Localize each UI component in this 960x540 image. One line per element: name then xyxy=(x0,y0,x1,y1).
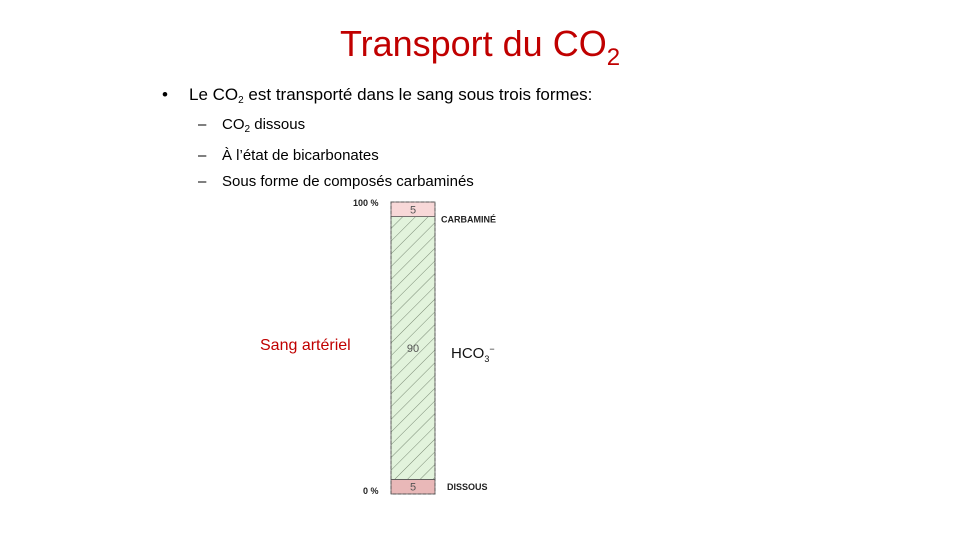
value-label-carbamine: 5 xyxy=(410,204,416,216)
sub-bullet-2: – À l’état de bicarbonates xyxy=(162,143,762,169)
sub-bullet-1-subscript: 2 xyxy=(244,124,251,135)
sub-bullet-1: – CO2 dissous xyxy=(162,112,762,143)
category-label-hco3: HCO3− xyxy=(451,344,495,364)
bullet-dot: • xyxy=(162,85,168,104)
sub-bullet-1-prefix: CO xyxy=(222,116,245,133)
stacked-bar-chart: 100 % 0 % 5 90 5 DISSOUS CARBAMINÉ HCO3− xyxy=(353,198,496,496)
bullet-list: • Le CO2 est transporté dans le sang sous… xyxy=(162,84,762,195)
hco3-main: HCO xyxy=(451,345,484,362)
category-label-carbamine: CARBAMINÉ xyxy=(441,215,496,225)
hco3-subscript: 3 xyxy=(484,354,489,364)
title-text: Transport du CO xyxy=(339,23,607,64)
bullet-subscript: 2 xyxy=(238,95,244,106)
bullet-text-before: Le CO xyxy=(189,85,239,104)
bullet-text-after: est transporté dans le sang sous trois f… xyxy=(243,85,593,104)
segment-hco3 xyxy=(390,216,436,480)
main-bullet: • Le CO2 est transporté dans le sang sous… xyxy=(162,84,762,112)
sub-bullet-2-text: À l’état de bicarbonates xyxy=(222,147,379,164)
dash-3: – xyxy=(198,173,207,190)
hco3-charge: − xyxy=(489,344,494,354)
bar-outline xyxy=(390,201,436,495)
side-label-sang-arteriel: Sang artériel xyxy=(260,337,351,354)
sub-bullet-3: – Sous forme de composés carbaminés xyxy=(162,169,762,195)
title-subscript: 2 xyxy=(606,44,621,71)
sub-bullet-3-text: Sous forme de composés carbaminés xyxy=(222,173,474,190)
dash-1: – xyxy=(198,116,207,133)
axis-label-bottom: 0 % xyxy=(363,486,379,496)
axis-label-top: 100 % xyxy=(353,198,379,208)
sub-bullet-1-text: dissous xyxy=(250,116,306,133)
value-label-hco3: 90 xyxy=(407,343,419,355)
dash-2: – xyxy=(198,147,207,164)
value-label-dissous: 5 xyxy=(410,482,416,494)
category-label-dissous: DISSOUS xyxy=(447,482,488,492)
slide-title: Transport du CO2 xyxy=(0,22,960,80)
